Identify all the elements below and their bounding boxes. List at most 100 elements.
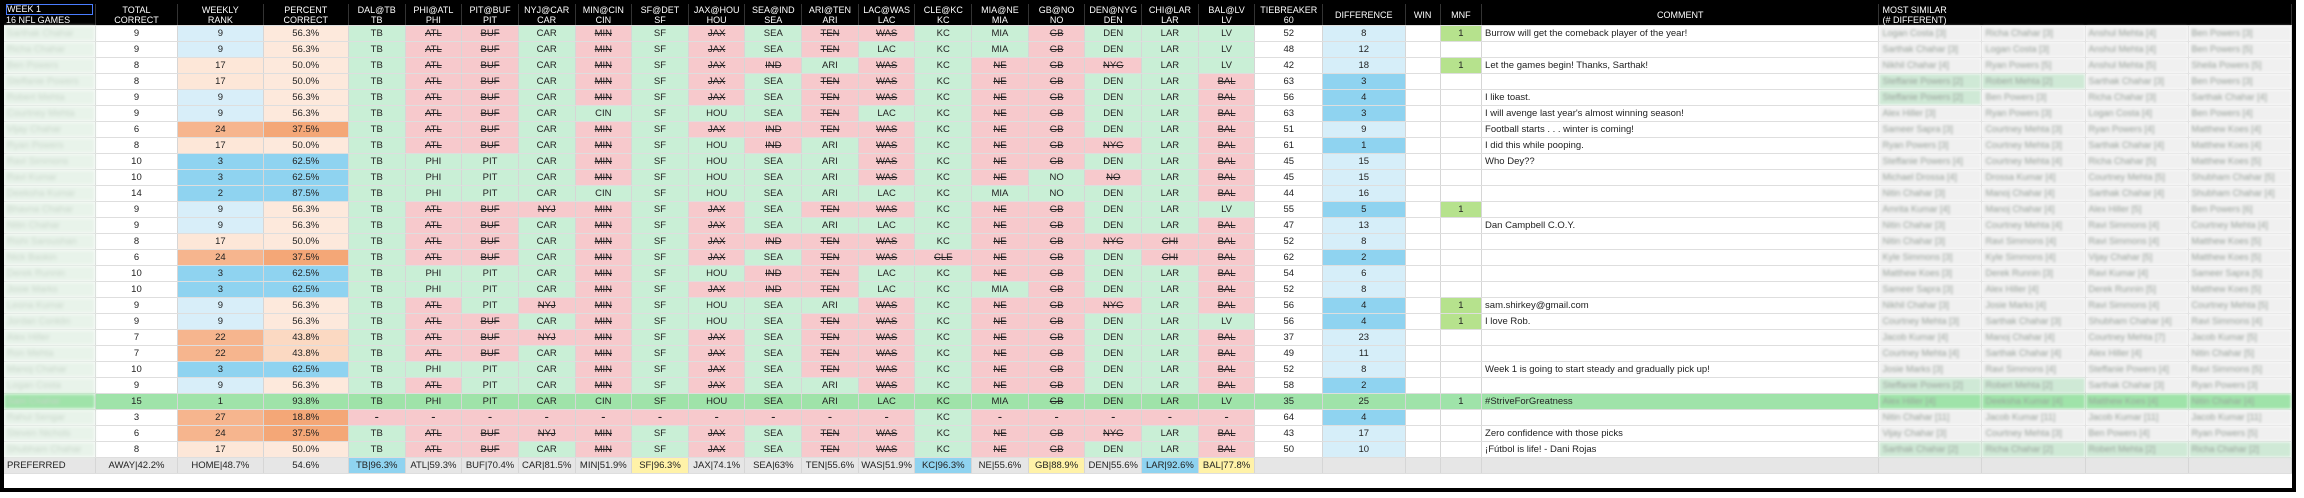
pick-cell[interactable]: NE	[971, 345, 1029, 362]
player-name[interactable]: Sarthak Chahar	[4, 25, 96, 42]
pick-cell[interactable]: CLE	[914, 249, 973, 266]
mnf-value[interactable]	[1440, 169, 1483, 186]
pick-cell[interactable]: GB	[1028, 281, 1086, 298]
pick-cell[interactable]: LAR	[1141, 313, 1199, 330]
player-name[interactable]: Steffanie Powers	[4, 73, 96, 90]
mnf-value[interactable]: 1	[1440, 313, 1483, 330]
pick-cell[interactable]: LAR	[1141, 281, 1199, 298]
pick-cell[interactable]: SEA	[744, 425, 803, 442]
pick-cell[interactable]: GB	[1028, 57, 1086, 74]
pick-cell[interactable]: CAR	[518, 233, 576, 250]
pick-cell[interactable]: GB	[1028, 153, 1086, 170]
pick-cell[interactable]: KC	[914, 345, 973, 362]
win-cell[interactable]	[1405, 105, 1441, 122]
pick-cell[interactable]: CAR	[518, 121, 576, 138]
pick-cell[interactable]: DEN	[1084, 329, 1143, 346]
tiebreaker-value[interactable]: 49	[1254, 345, 1324, 362]
pick-cell[interactable]: KC	[914, 441, 973, 458]
player-name[interactable]: Derek Runnin	[4, 265, 96, 282]
pick-cell[interactable]: SEA	[744, 313, 803, 330]
pick-cell[interactable]: JAX	[688, 217, 746, 234]
pick-cell[interactable]: SF	[631, 89, 689, 106]
pick-cell[interactable]: TB	[348, 57, 406, 74]
pick-cell[interactable]: SEA	[744, 297, 803, 314]
pick-cell[interactable]: SF	[631, 169, 689, 186]
pick-cell[interactable]: ATL	[405, 233, 463, 250]
table-row[interactable]: Sam Chahar 15 1 93.8% TB PHI PIT CAR CIN SF HOU SEA…	[4, 393, 2292, 410]
pick-cell[interactable]: ARI	[801, 393, 859, 410]
pick-cell[interactable]: LAR	[1141, 57, 1199, 74]
pick-cell[interactable]: LAR	[1141, 377, 1199, 394]
pick-cell[interactable]: SF	[631, 329, 689, 346]
pick-cell[interactable]: SEA	[744, 249, 803, 266]
tiebreaker-value[interactable]: 63	[1254, 73, 1324, 90]
pick-cell[interactable]: JAX	[688, 345, 746, 362]
pick-cell[interactable]: PHI	[405, 185, 463, 202]
pick-cell[interactable]: TEN	[801, 73, 859, 90]
pick-cell[interactable]: TEN	[801, 25, 859, 42]
tiebreaker-value[interactable]: 44	[1254, 185, 1324, 202]
pick-cell[interactable]: NYG	[1084, 297, 1143, 314]
pick-cell[interactable]: TB	[348, 89, 406, 106]
pick-cell[interactable]: IND	[744, 121, 803, 138]
pick-cell[interactable]: TB	[348, 185, 406, 202]
pick-cell[interactable]: DEN	[1084, 153, 1143, 170]
pick-cell[interactable]: BAL	[1198, 153, 1256, 170]
pick-cell[interactable]: TEN	[801, 265, 859, 282]
pick-cell[interactable]: SEA	[744, 185, 803, 202]
tiebreaker-value[interactable]: 43	[1254, 425, 1324, 442]
pick-cell[interactable]: JAX	[688, 329, 746, 346]
win-cell[interactable]	[1405, 153, 1441, 170]
table-row[interactable]: Robert Mehta 9 9 56.3% TB ATL BUF CAR MIN SF JAX SE…	[4, 89, 2292, 106]
win-cell[interactable]	[1405, 297, 1441, 314]
pick-cell[interactable]: DEN	[1084, 249, 1143, 266]
pick-cell[interactable]: SEA	[744, 89, 803, 106]
pick-cell[interactable]: LV	[1198, 25, 1256, 42]
pick-cell[interactable]: DEN	[1084, 73, 1143, 90]
pick-cell[interactable]: DEN	[1084, 185, 1143, 202]
pick-cell[interactable]: BAL	[1198, 377, 1256, 394]
pick-cell[interactable]: CAR	[518, 377, 576, 394]
pick-cell[interactable]: JAX	[688, 25, 746, 42]
pick-cell[interactable]: CAR	[518, 25, 576, 42]
comment-text[interactable]: Football starts . . . winter is coming!	[1481, 121, 1880, 138]
pick-cell[interactable]: LAR	[1141, 265, 1199, 282]
pick-cell[interactable]: TB	[348, 73, 406, 90]
mnf-value[interactable]	[1440, 153, 1483, 170]
pick-cell[interactable]: ARI	[801, 169, 859, 186]
pick-cell[interactable]: BAL	[1198, 265, 1256, 282]
pick-cell[interactable]: SF	[631, 265, 689, 282]
pick-cell[interactable]: MIN	[575, 249, 633, 266]
pick-cell[interactable]: MIN	[575, 313, 633, 330]
comment-text[interactable]: I will avenge last year's almost winning…	[1481, 105, 1880, 122]
pick-cell[interactable]: HOU	[688, 185, 746, 202]
pick-cell[interactable]: BUF	[461, 41, 519, 58]
pick-cell[interactable]: BUF	[461, 105, 519, 122]
pick-cell[interactable]: KC	[914, 217, 973, 234]
pick-cell[interactable]: ATL	[405, 313, 463, 330]
table-row[interactable]: Derek Runnin 10 3 62.5% TB PHI PIT CAR MIN SF HOU I…	[4, 265, 2292, 282]
player-name[interactable]: Shubham Chahar	[4, 441, 96, 458]
pick-cell[interactable]: WAS	[858, 57, 916, 74]
win-cell[interactable]	[1405, 345, 1441, 362]
pick-cell[interactable]: LAR	[1141, 105, 1199, 122]
pick-cell[interactable]: ARI	[801, 137, 859, 154]
win-cell[interactable]	[1405, 313, 1441, 330]
pick-cell[interactable]: TB	[348, 153, 406, 170]
tiebreaker-value[interactable]: 52	[1254, 25, 1324, 42]
pick-cell[interactable]: ATL	[405, 441, 463, 458]
pick-cell[interactable]: NO	[1028, 185, 1086, 202]
mnf-value[interactable]	[1440, 441, 1483, 458]
pick-cell[interactable]: CIN	[575, 185, 633, 202]
pick-cell[interactable]: NYG	[1084, 137, 1143, 154]
pick-cell[interactable]: LV	[1198, 393, 1256, 410]
pick-cell[interactable]: NYJ	[518, 329, 576, 346]
pick-cell[interactable]: GB	[1028, 297, 1086, 314]
pick-cell[interactable]: NE	[971, 57, 1029, 74]
table-row[interactable]: Deeksha Kumar 14 2 87.5% TB PHI PIT CAR CIN SF HOU…	[4, 185, 2292, 202]
pick-cell[interactable]: MIN	[575, 297, 633, 314]
pick-cell[interactable]: DEN	[1084, 377, 1143, 394]
pick-cell[interactable]: DEN	[1084, 41, 1143, 58]
pick-cell[interactable]: CAR	[518, 265, 576, 282]
tiebreaker-value[interactable]: 64	[1254, 409, 1324, 426]
